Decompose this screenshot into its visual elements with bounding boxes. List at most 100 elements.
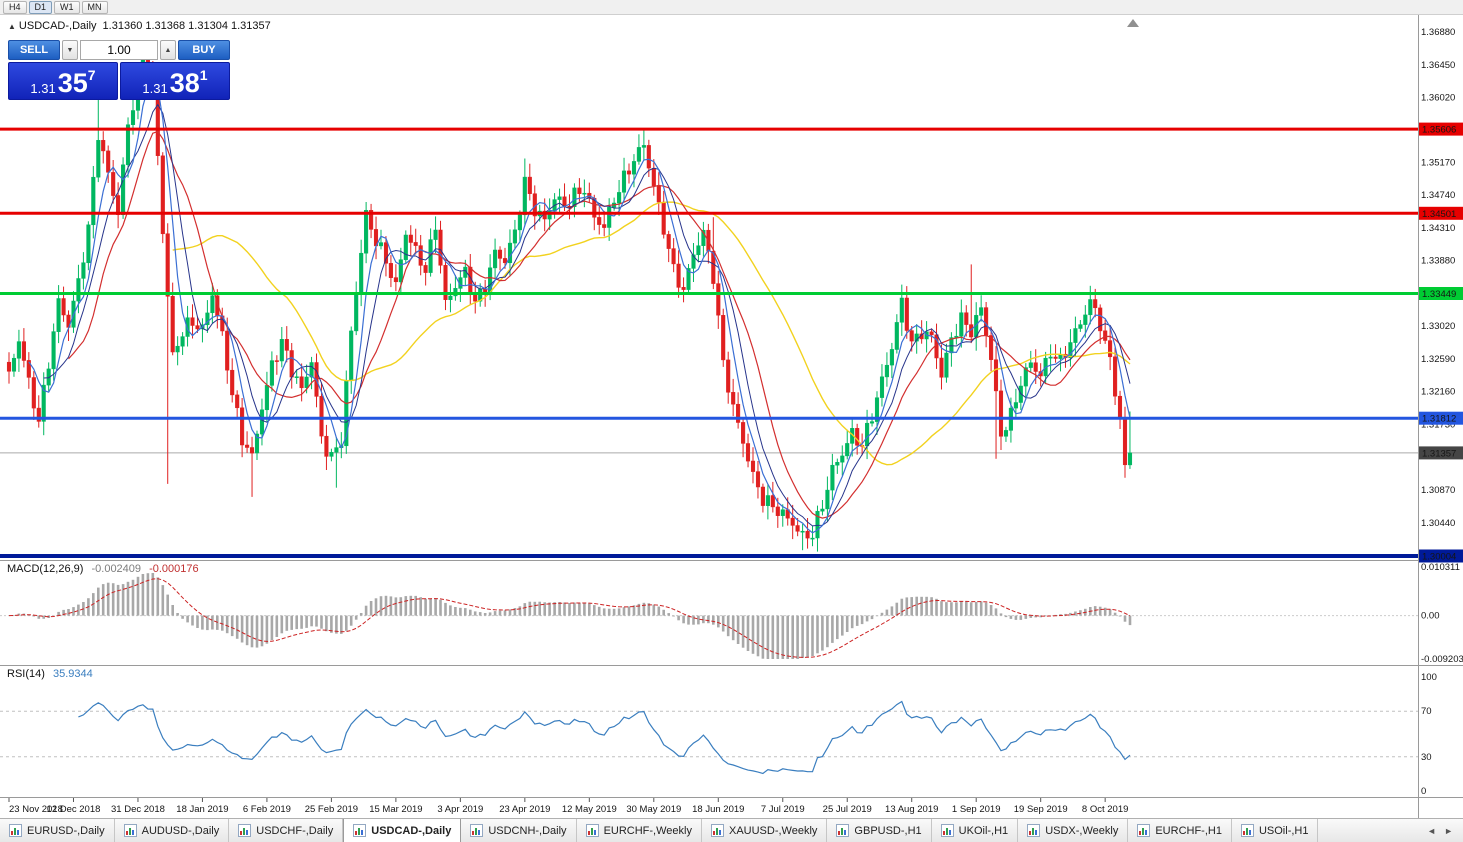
price-level-badge (1419, 287, 1463, 300)
volume-increase-icon[interactable]: ▲ (160, 40, 176, 60)
volume-decrease-icon[interactable]: ▼ (62, 40, 78, 60)
chart-tab-audusddaily[interactable]: AUDUSD-,Daily (115, 819, 230, 842)
price-tick-label: 1.33880 (1421, 256, 1455, 267)
price-level-badge-label: 1.30004 (1422, 552, 1456, 563)
price-level-badge (1419, 549, 1463, 563)
mini-chart-icon (123, 824, 137, 837)
timeframe-button-w1[interactable]: W1 (54, 0, 80, 14)
price-level-badge-label: 1.34501 (1422, 209, 1456, 220)
chart-tab-label: EURCHF-,H1 (1155, 824, 1222, 837)
chart-tab-ukoilh1[interactable]: UKOil-,H1 (932, 819, 1019, 842)
price-level-badge (1419, 206, 1463, 220)
macd-signal-line (8, 578, 1131, 658)
buy-button[interactable]: BUY (178, 40, 230, 60)
chart-tab-usdcnhdaily[interactable]: USDCNH-,Daily (461, 819, 577, 842)
chart-tab-label: GBPUSD-,H1 (854, 824, 922, 837)
mini-chart-icon (1027, 824, 1041, 837)
chart-tab-eurchfh1[interactable]: EURCHF-,H1 (1128, 819, 1232, 842)
mini-chart-icon (1137, 824, 1151, 837)
moving-average-34 (172, 201, 1131, 466)
chart-tab-label: USDX-,Weekly (1045, 824, 1119, 837)
price-tick-label: 1.36880 (1421, 27, 1455, 38)
price-level-badge-label: 1.31812 (1422, 414, 1456, 425)
chart-shift-marker-icon[interactable] (1127, 19, 1139, 27)
rsi-axis-label: 30 (1421, 752, 1432, 763)
rsi-name: RSI(14) (7, 668, 45, 680)
chart-bullet-icon: ▲ (8, 22, 16, 31)
chart-tab-usdchfdaily[interactable]: USDCHF-,Daily (229, 819, 344, 842)
chart-tabs: EURUSD-,Daily AUDUSD-,Daily USDCHF-,Daily U… (0, 819, 1319, 842)
mini-chart-icon (940, 824, 954, 837)
rsi-pane[interactable] (0, 700, 1418, 775)
buy-price-big: 38 (169, 68, 200, 99)
timeframe-button-h4[interactable]: H4 (3, 0, 27, 14)
price-level-badge-label: 1.33449 (1422, 289, 1456, 300)
axes-layer: 1.36880 1.36450 1.36020 1.35170 1.34740 1.343… (0, 15, 1463, 818)
date-label: 3 Apr 2019 (437, 804, 483, 815)
macd-signal-value: -0.000176 (149, 563, 199, 575)
rsi-line (78, 700, 1131, 775)
buy-price-prefix: 1.31 (142, 81, 168, 96)
mini-chart-icon (836, 824, 850, 837)
price-chart-canvas[interactable]: 1.36880 1.36450 1.36020 1.35170 1.34740 1.343… (0, 15, 1463, 818)
timeframe-button-d1[interactable]: D1 (28, 0, 53, 14)
mini-chart-icon (353, 824, 367, 837)
timeframe-toolbar: H4 D1 W1 MN (0, 0, 1463, 15)
tab-scroll-arrows: ◄ ► (1417, 819, 1463, 842)
price-level-badge (1419, 446, 1463, 460)
chart-tab-label: USDCNH-,Daily (488, 824, 567, 837)
date-label: 19 Sep 2019 (1014, 804, 1068, 815)
chart-tab-usoilh1[interactable]: USOil-,H1 (1232, 819, 1319, 842)
chart-tab-label: USOil-,H1 (1258, 824, 1309, 837)
macd-pane[interactable] (0, 573, 1418, 659)
timeframe-button-mn[interactable]: MN (81, 0, 108, 14)
mini-chart-icon (1240, 824, 1254, 837)
rsi-axis-label: 100 (1421, 672, 1437, 683)
price-tick-label: 1.34310 (1421, 223, 1455, 234)
chart-tab-label: EURCHF-,Weekly (603, 824, 692, 837)
date-label: 8 Oct 2019 (1082, 804, 1128, 815)
macd-value: -0.002409 (91, 563, 142, 575)
date-label: 18 Jan 2019 (176, 804, 228, 815)
tab-scroll-left-icon[interactable]: ◄ (1427, 825, 1437, 836)
chart-tab-gbpusdh1[interactable]: GBPUSD-,H1 (827, 819, 932, 842)
date-label: 25 Feb 2019 (305, 804, 358, 815)
chart-tab-label: USDCAD-,Daily (371, 824, 452, 837)
moving-average-5 (28, 76, 1131, 534)
price-level-badge-label: 1.31357 (1422, 448, 1456, 459)
chart-tab-label: XAUUSD-,Weekly (728, 824, 818, 837)
main-price-pane[interactable] (0, 19, 1418, 558)
date-label: 7 Jul 2019 (761, 804, 805, 815)
chart-title: ▲ USDCAD-,Daily 1.31360 1.31368 1.31304 1.… (8, 20, 271, 32)
chart-tab-label: EURUSD-,Daily (27, 824, 105, 837)
price-tick-label: 1.34740 (1421, 190, 1455, 201)
macd-axis-label: 0.00 (1421, 611, 1440, 622)
rsi-indicator-label: RSI(14) 35.9344 (7, 668, 93, 680)
rsi-axis-label: 70 (1421, 706, 1432, 717)
buy-price-panel[interactable]: 1.31 38 1 (120, 62, 230, 100)
price-level-badge-label: 1.35606 (1422, 125, 1456, 136)
chart-tab-eurchfweekly[interactable]: EURCHF-,Weekly (577, 819, 702, 842)
moving-average-8 (43, 103, 1131, 527)
price-tick-label: 1.31730 (1421, 419, 1455, 430)
chart-tabs-bar: EURUSD-,Daily AUDUSD-,Daily USDCHF-,Daily U… (0, 818, 1463, 842)
price-tick-label: 1.36020 (1421, 93, 1455, 104)
macd-name: MACD(12,26,9) (7, 563, 84, 575)
sell-price-panel[interactable]: 1.31 35 7 (8, 62, 118, 100)
price-tick-label: 1.35170 (1421, 157, 1455, 168)
mini-chart-icon (9, 824, 22, 837)
tab-scroll-right-icon[interactable]: ► (1444, 825, 1453, 836)
chart-tab-usdxweekly[interactable]: USDX-,Weekly (1018, 819, 1129, 842)
date-label: 25 Jul 2019 (823, 804, 872, 815)
volume-input[interactable] (80, 40, 158, 60)
chart-tab-xauusdweekly[interactable]: XAUUSD-,Weekly (702, 819, 828, 842)
date-label: 18 Jun 2019 (692, 804, 744, 815)
date-label: 31 Dec 2018 (111, 804, 165, 815)
date-label: 12 Dec 2018 (47, 804, 101, 815)
chart-tab-usdcaddaily[interactable]: USDCAD-,Daily (343, 819, 462, 842)
mini-chart-icon (710, 824, 724, 837)
chart-tab-eurusddaily[interactable]: EURUSD-,Daily (0, 819, 115, 842)
chart-tab-label: AUDUSD-,Daily (141, 824, 220, 837)
sell-button[interactable]: SELL (8, 40, 60, 60)
